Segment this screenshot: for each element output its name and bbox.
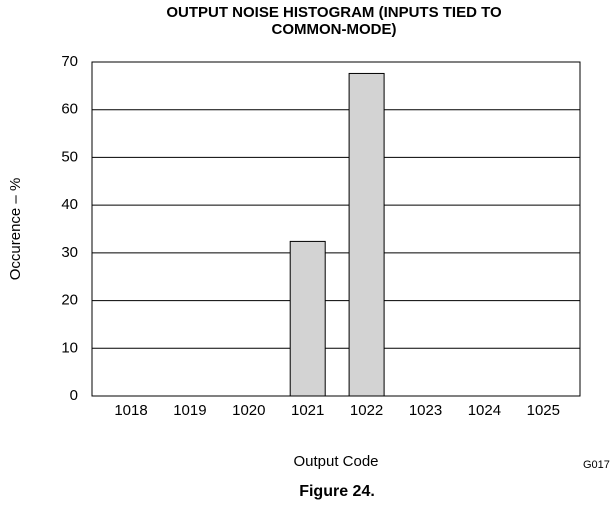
x-tick-label: 1024	[468, 402, 501, 419]
x-tick-label: 1020	[232, 402, 265, 419]
figure-caption: Figure 24.	[299, 483, 375, 500]
chart-title: COMMON-MODE)	[272, 21, 397, 38]
y-tick-label: 30	[61, 244, 78, 261]
y-tick-label: 40	[61, 196, 78, 213]
y-tick-label: 70	[61, 53, 78, 70]
x-tick-label: 1018	[114, 402, 147, 419]
x-tick-label: 1022	[350, 402, 383, 419]
x-tick-label: 1025	[527, 402, 560, 419]
y-tick-label: 60	[61, 101, 78, 118]
y-tick-label: 50	[61, 148, 78, 165]
x-tick-label: 1021	[291, 402, 324, 419]
chart-title: OUTPUT NOISE HISTOGRAM (INPUTS TIED TO	[166, 4, 502, 21]
figure-code: G017	[583, 459, 610, 471]
bar	[348, 72, 385, 397]
plot-frame	[91, 61, 581, 397]
y-tick-label: 10	[61, 339, 78, 356]
x-tick-label: 1019	[173, 402, 206, 419]
y-axis-label: Occurence – %	[7, 178, 24, 281]
x-tick-label: 1023	[409, 402, 442, 419]
y-tick-label: 20	[61, 292, 78, 309]
bar	[289, 240, 326, 397]
y-tick-label: 0	[70, 387, 78, 404]
x-axis-label: Output Code	[293, 453, 378, 470]
